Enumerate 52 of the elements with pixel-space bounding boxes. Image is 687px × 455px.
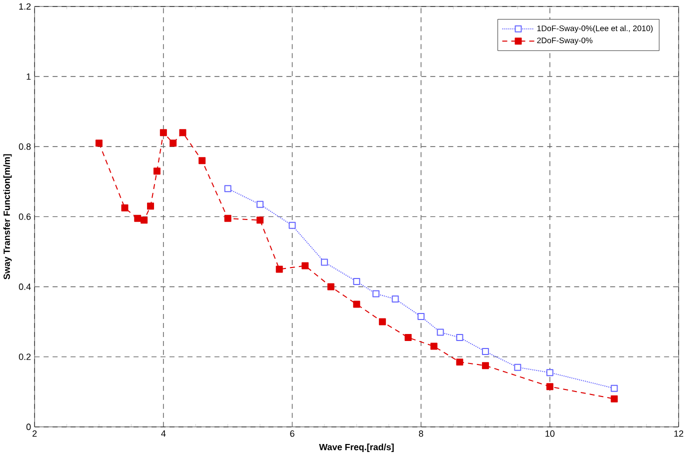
point (404, 334, 412, 341)
point (353, 300, 360, 308)
point (327, 283, 334, 290)
point (546, 382, 554, 390)
point (140, 216, 148, 224)
x-tick-label: 10 (546, 430, 555, 437)
point (378, 318, 386, 326)
point (170, 139, 177, 146)
x-tick-label: 12 (674, 430, 684, 437)
point (610, 395, 618, 402)
point (514, 364, 522, 371)
point (392, 295, 399, 302)
point (430, 342, 438, 350)
point (436, 328, 444, 336)
point (482, 348, 489, 355)
point (610, 384, 618, 392)
point (96, 139, 103, 146)
point (256, 200, 264, 208)
y-tick-label: 1.2 (19, 3, 31, 10)
y-tick-label: 1 (26, 73, 31, 80)
point (153, 167, 160, 174)
x-axis-title: Wave Freq.[rad/s] (319, 443, 394, 452)
y-tick-label: 0.4 (18, 283, 31, 290)
point (456, 358, 464, 366)
point (418, 312, 425, 320)
y-tick-label: 0.2 (18, 353, 31, 360)
x-tick-label: 6 (290, 430, 294, 437)
point (134, 214, 142, 222)
point (372, 290, 380, 298)
point (160, 128, 167, 136)
point (121, 204, 128, 212)
point (302, 262, 309, 270)
point (288, 222, 296, 229)
point (224, 214, 232, 222)
point (353, 278, 360, 285)
point (224, 184, 232, 192)
point (147, 202, 154, 210)
y-tick-label: 0 (26, 424, 31, 430)
point (276, 266, 283, 273)
point (198, 156, 206, 164)
point (482, 362, 489, 369)
point (320, 258, 328, 266)
point (179, 128, 186, 136)
y-tick-label: 0.6 (18, 213, 31, 220)
point (546, 368, 554, 376)
x-tick-label: 4 (161, 430, 166, 436)
x-tick-label: 8 (418, 430, 424, 437)
point (256, 216, 264, 224)
point (456, 334, 464, 341)
y-tick-label: 0.8 (18, 143, 31, 150)
y-axis-title: Sway Transfer Function[m/m] (3, 154, 12, 280)
x-tick-label: 2 (32, 430, 37, 437)
